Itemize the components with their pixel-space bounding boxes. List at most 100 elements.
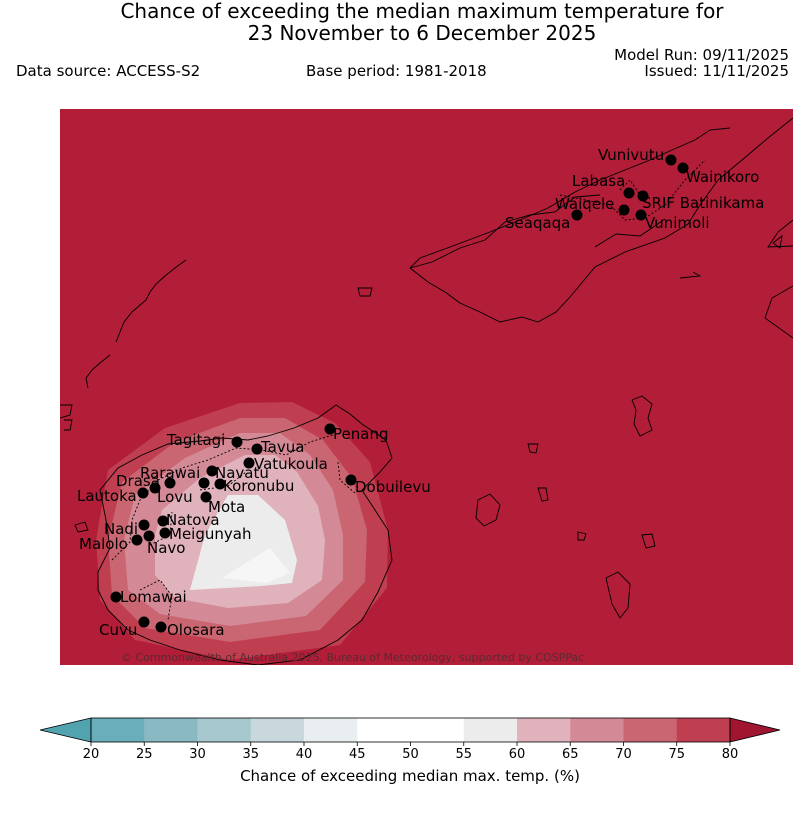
mamanuca-islands [60,404,89,533]
station-label: Vatukoula [254,455,328,473]
station-marker [618,204,630,216]
station-marker [159,527,171,539]
station-marker [665,154,677,166]
station-label: Waiqele [555,195,614,213]
data-source: Data source: ACCESS-S2 [16,62,201,80]
station-label: Vunimoli [645,214,710,232]
station-label: Nadi [104,520,138,538]
viti-levu-coast [97,404,393,665]
station-label: Lovu [157,488,193,506]
coastlines [60,117,793,665]
koro-island [631,395,653,437]
yasawa-islands [85,259,187,389]
vanua-levu-boundaries [559,159,706,221]
colorbar-tick-label: 25 [136,747,153,762]
station-label: Wainikoro [686,168,759,186]
station-marker [157,515,169,527]
colorbar-bin [250,718,305,742]
colorbar-bin [197,718,252,742]
station-label: Lomawai [120,588,187,606]
station-marker [214,478,226,490]
station-label: Meigunyah [169,525,251,543]
colorbar-bin [357,718,411,742]
station-label: SRIF Batinikama [642,194,764,212]
station-label: Navatu [215,464,269,482]
colorbar-tick-label: 80 [722,747,739,762]
station-label: Penang [333,425,388,443]
copyright-notice: © Commonwealth of Australia 2025, Bureau… [121,651,584,664]
station-label: Lautoka [77,487,137,505]
station-marker [138,519,150,531]
gau-island [605,571,631,619]
station-marker [110,591,122,603]
colorbar-tick-label: 75 [668,747,685,762]
colorbar-ticks: 20 25 30 35 40 45 50 55 60 65 70 75 80 [83,742,739,762]
batiki-island [577,531,587,541]
colorbar-bin [463,718,518,742]
probability-contours [96,402,388,660]
colorbar-tick-label: 35 [242,747,259,762]
colorbar-bins [91,718,731,742]
colorbar-over-arrow [729,717,781,743]
station-label: Tagitagi [166,431,225,449]
title-line-1: Chance of exceeding the median maximum t… [120,0,724,23]
colorbar-tick-label: 20 [83,747,100,762]
colorbar-bin [676,718,731,742]
station-marker [198,477,210,489]
base-period: Base period: 1981-2018 [306,62,487,80]
station-marker [251,443,263,455]
colorbar-bin [410,718,465,742]
vanua-levu-coast [409,117,793,339]
station-label: Rarawai [140,464,200,482]
station-label: Natova [166,511,220,529]
station-label: Labasa [572,172,625,190]
station-label: Dobuilevu [355,478,431,496]
station-marker [635,209,647,221]
colorbar-tick-label: 40 [296,747,313,762]
viti-levu-boundaries [111,433,357,621]
station-marker [243,457,255,469]
station-marker [231,436,243,448]
colorbar: 20 25 30 35 40 45 50 55 60 65 70 75 80 Chance of exc… [39,717,781,785]
ovalau-island [527,443,539,454]
station-label: Seaqaqa [505,214,570,232]
vanua-levu-interior [409,127,731,269]
colorbar-bin [304,718,358,742]
station-marker [206,465,218,477]
title-line-2: 23 November to 6 December 2025 [247,21,597,45]
station-label: Cuvu [99,621,137,639]
map-title: Chance of exceeding the median maximum t… [0,0,804,44]
colorbar-under-arrow [39,717,92,743]
colorbar-tick-label: 50 [402,747,419,762]
model-run: Model Run: 09/11/2025 [614,46,789,64]
colorbar-tick-label: 60 [509,747,526,762]
station-marker [149,482,161,494]
station-label: Koronubu [223,477,294,495]
station-label: Malolo [79,535,128,553]
colorbar-tick-label: 70 [615,747,632,762]
colorbar-tick-label: 65 [562,747,579,762]
namena-island [357,287,373,297]
station-marker [623,187,635,199]
mbengga-island [475,493,501,527]
colorbar-tick-label: 55 [455,747,472,762]
station-label: Drasa [116,472,160,490]
station-marker [571,209,583,221]
station-marker [131,534,143,546]
station-marker [138,616,150,628]
stations-layer: Vunivutu Wainikoro Labasa SRIF Batinikama Wa… [77,146,764,639]
colorbar-bin [144,718,198,742]
station-label: Tavua [260,438,304,456]
station-marker [200,491,212,503]
colorbar-bin [570,718,624,742]
province-boundaries [111,159,706,621]
colorbar-bin [91,718,145,742]
station-marker [677,162,689,174]
station-marker [137,487,149,499]
wakaya-island [537,487,549,502]
station-label: Vunivutu [598,146,664,164]
station-marker [637,190,649,202]
colorbar-bin [517,718,571,742]
colorbar-label: Chance of exceeding median max. temp. (%… [240,767,580,785]
colorbar-bin [623,718,678,742]
